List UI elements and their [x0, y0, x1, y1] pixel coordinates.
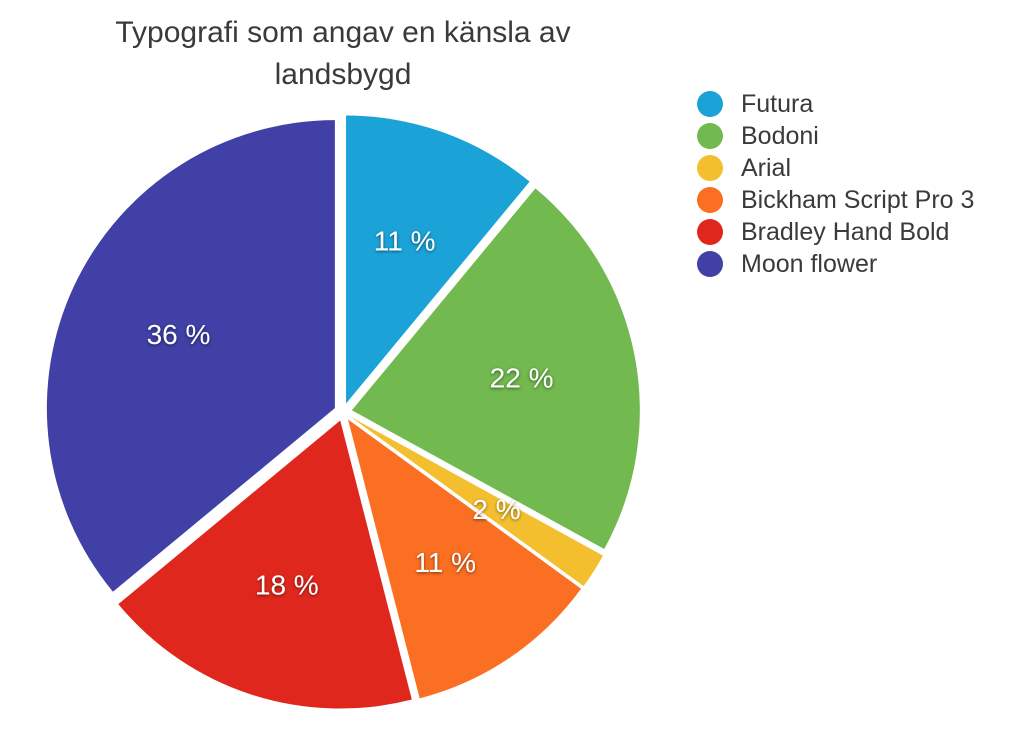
pie-slice-arial[interactable] [350, 416, 603, 587]
legend-item-bodoni[interactable]: Bodoni [697, 120, 974, 152]
legend-swatch-icon [697, 219, 723, 245]
legend-item-futura[interactable]: Futura [697, 88, 974, 120]
chart-title-line-1: Typografi som angav en känsla av [115, 16, 571, 49]
legend-label: Bradley Hand Bold [741, 217, 950, 246]
pie-slice-label: 11 % [414, 547, 476, 578]
pie-slice-bradley-hand-bold[interactable] [118, 420, 412, 709]
pie-slice-bickham-script-pro-3[interactable] [348, 419, 582, 699]
pie-slice-labels: 11 % 22 % 2 % 11 % 18 % 36 % [147, 225, 554, 600]
legend-label: Moon flower [741, 249, 878, 278]
chart-title-line-2: landsbygd [274, 58, 412, 91]
legend-swatch-icon [697, 155, 723, 181]
legend-label: Futura [741, 89, 814, 118]
pie-slice-moon-flower[interactable] [46, 120, 335, 592]
chart-legend: Futura Bodoni Arial Bickham Script Pro 3… [697, 88, 974, 280]
pie-slice-label: 22 % [490, 362, 554, 393]
pie-slice-label: 18 % [255, 569, 319, 600]
legend-swatch-icon [697, 91, 723, 117]
legend-swatch-icon [697, 123, 723, 149]
legend-item-bradley-hand-bold[interactable]: Bradley Hand Bold [697, 216, 974, 248]
pie-slices [46, 115, 640, 709]
legend-swatch-icon [697, 251, 723, 277]
legend-label: Bodoni [741, 121, 819, 150]
chart-title: Typografi som angav en känsla av landsby… [40, 12, 646, 96]
legend-label: Bickham Script Pro 3 [741, 185, 975, 214]
pie-slice-bodoni[interactable] [351, 188, 640, 550]
pie-slice-label: 36 % [147, 319, 211, 350]
pie-slice-label: 11 % [374, 225, 436, 256]
legend-item-moon-flower[interactable]: Moon flower [697, 248, 974, 280]
legend-item-bickham-script-pro-3[interactable]: Bickham Script Pro 3 [697, 184, 974, 216]
legend-swatch-icon [697, 187, 723, 213]
pie-slice-futura[interactable] [346, 115, 530, 404]
legend-item-arial[interactable]: Arial [697, 152, 974, 184]
pie-slice-label: 2 % [472, 494, 520, 525]
legend-label: Arial [741, 153, 792, 182]
pie-chart: 11 % 22 % 2 % 11 % 18 % 36 % [46, 115, 640, 709]
